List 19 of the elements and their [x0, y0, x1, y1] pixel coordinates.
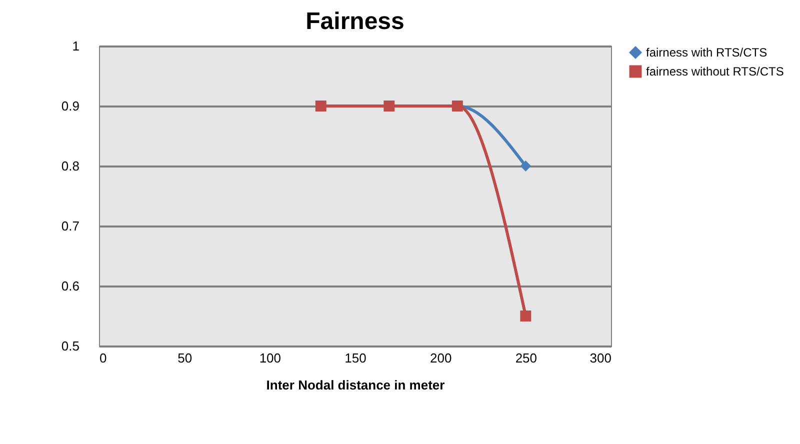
y-tick-label: 0.7: [61, 218, 80, 234]
point: [520, 160, 532, 172]
y-tick-label: 0.8: [61, 158, 80, 174]
legend-label: fairness with RTS/CTS: [646, 46, 768, 60]
x-tick-label: 250: [515, 350, 538, 366]
point: [520, 310, 532, 322]
y-tick-label: 1: [72, 38, 80, 54]
legend-label: fairness without RTS/CTS: [646, 64, 784, 78]
x-tick-label: 50: [178, 350, 192, 366]
x-tick-label: 100: [259, 350, 282, 366]
x-tick-label: 150: [344, 350, 366, 366]
y-tick-label: 0.5: [61, 338, 80, 354]
chart-title: Fairness: [306, 8, 404, 35]
x-tick-label: 200: [430, 350, 452, 366]
x-tick-label: 300: [590, 350, 612, 366]
y-tick-label: 0.6: [61, 278, 80, 294]
x-tick-label: 0: [100, 350, 107, 366]
x-axis-title: Inter Nodal distance in meter: [266, 378, 445, 392]
y-tick-label: 0.9: [61, 98, 80, 114]
